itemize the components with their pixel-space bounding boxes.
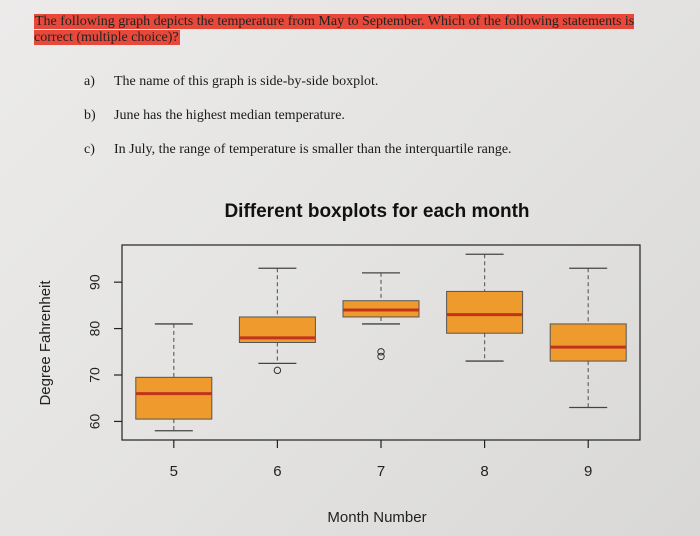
x-tick-label: 7 bbox=[377, 463, 385, 480]
y-tick-label: 80 bbox=[87, 321, 103, 337]
option-letter: a) bbox=[84, 74, 95, 89]
x-tick-label: 5 bbox=[170, 463, 178, 480]
x-tick-label: 6 bbox=[273, 463, 281, 480]
chart-title: Different boxplots for each month bbox=[224, 201, 529, 222]
box bbox=[135, 376, 213, 420]
outlier-point bbox=[377, 352, 385, 361]
question-highlight: The following graph depicts the temperat… bbox=[34, 14, 635, 45]
x-tick-label: 9 bbox=[584, 463, 592, 480]
option-a: a) The name of this graph is side-by-sid… bbox=[84, 74, 512, 108]
x-tick-label: 8 bbox=[480, 463, 488, 480]
option-text: June has the highest median temperature. bbox=[114, 108, 345, 123]
question-text: The following graph depicts the temperat… bbox=[34, 14, 670, 46]
option-text: The name of this graph is side-by-side b… bbox=[114, 74, 379, 89]
y-tick-label: 90 bbox=[87, 274, 103, 290]
option-b: b) June has the highest median temperatu… bbox=[84, 108, 512, 142]
options-list: a) The name of this graph is side-by-sid… bbox=[84, 74, 512, 176]
y-tick-label: 70 bbox=[87, 367, 103, 383]
outlier-point bbox=[377, 348, 385, 356]
y-tick-label: 60 bbox=[87, 413, 103, 429]
option-c: c) In July, the range of temperature is … bbox=[84, 142, 512, 176]
outlier-point bbox=[273, 366, 282, 375]
boxplot-chart: Different boxplots for each month 60 70 80 9… bbox=[37, 201, 641, 526]
option-text: In July, the range of temperature is sma… bbox=[114, 142, 512, 157]
x-axis-label: Month Number bbox=[327, 509, 426, 526]
option-letter: b) bbox=[84, 108, 96, 123]
box bbox=[549, 323, 627, 362]
y-axis-label: Degree Fahrenheit bbox=[37, 280, 54, 406]
option-letter: c) bbox=[84, 142, 95, 157]
box bbox=[446, 290, 524, 334]
